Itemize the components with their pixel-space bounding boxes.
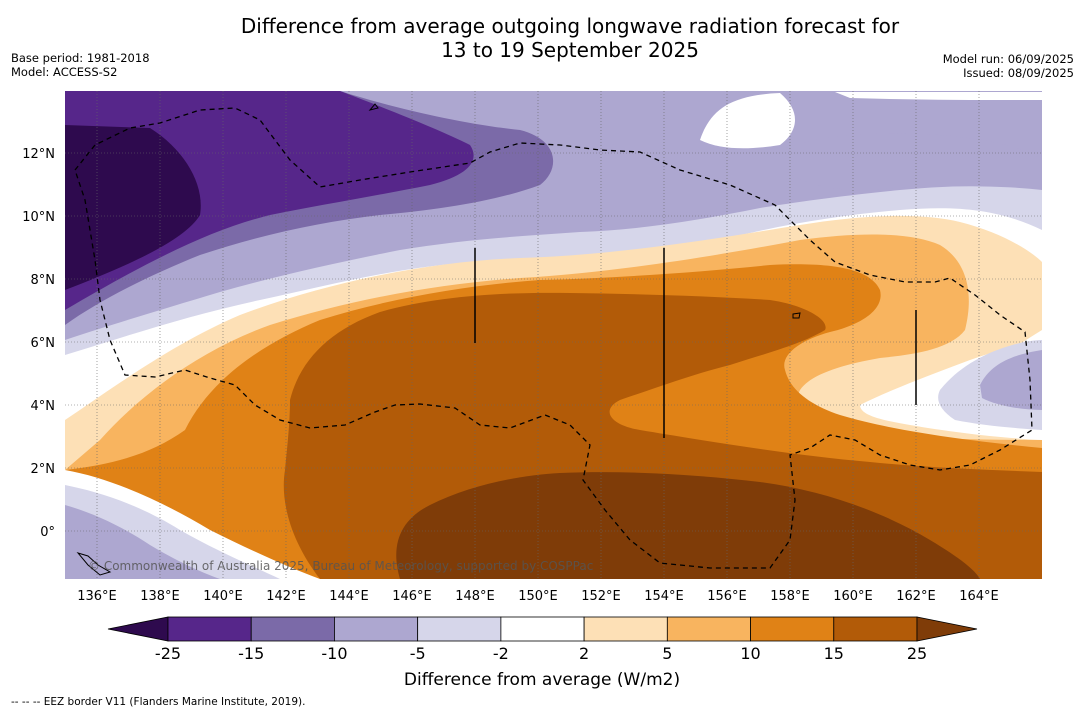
lat-label: 10°N: [22, 210, 55, 225]
gap-white-north: [700, 93, 795, 149]
colorbar-swatch: [250, 616, 335, 642]
lon-label: 162°E: [896, 589, 936, 604]
lat-label: 6°N: [31, 336, 56, 351]
lon-label: 136°E: [77, 589, 117, 604]
gap-white-north-2: [835, 92, 1042, 100]
island-outline: [368, 103, 379, 111]
colorbar-tick-label: 15: [824, 644, 844, 663]
model-name: Model: ACCESS-S2: [11, 65, 118, 79]
map-plot-area: © Commonwealth of Australia 2025, Bureau…: [65, 91, 1042, 579]
lon-label: 142°E: [266, 589, 306, 604]
title-line-2: 13 to 19 September 2025: [441, 38, 699, 62]
colorbar-tick-label: 10: [740, 644, 760, 663]
lat-label: 8°N: [31, 273, 56, 288]
colorbar-tick-label: -2: [493, 644, 509, 663]
lon-label: 154°E: [644, 589, 684, 604]
colorbar-extend-max: [916, 616, 978, 642]
colorbar-tick-label: 2: [579, 644, 589, 663]
longitude-labels: 136°E 138°E 140°E 142°E 144°E 146°E 148°…: [77, 589, 999, 604]
colorbar-swatch: [750, 616, 835, 642]
lat-label: 0°: [40, 525, 55, 540]
title-line-1: Difference from average outgoing longwav…: [240, 14, 900, 38]
latitude-labels: 0° 2°N 4°N 6°N 8°N 10°N 12°N: [22, 147, 55, 540]
lon-label: 156°E: [707, 589, 747, 604]
lat-label: 2°N: [31, 462, 56, 477]
band-minus10-east: [780, 133, 1042, 191]
band-plus25: [396, 472, 980, 579]
lat-label: 12°N: [22, 147, 55, 162]
island-outline: [792, 312, 801, 319]
colorbar-tick-label: -25: [155, 644, 181, 663]
colorbar-swatch: [334, 616, 419, 642]
colorbar-swatch: [167, 616, 252, 642]
lat-label: 4°N: [31, 399, 56, 414]
colorbar: -25 -15 -10 -5 -2 2 5 10 15 25: [107, 616, 978, 663]
eez-border: [74, 107, 1033, 569]
colorbar-title: Difference from average (W/m2): [404, 670, 680, 690]
lon-label: 140°E: [203, 589, 243, 604]
island-outline: [76, 552, 112, 576]
colorbar-swatch: [417, 616, 502, 642]
colorbar-tick-label: 25: [907, 644, 927, 663]
issued-date: Issued: 08/09/2025: [963, 66, 1074, 80]
colorbar-swatch: [666, 616, 751, 642]
colorbar-extend-min: [107, 616, 169, 642]
colorbar-tick-label: -15: [238, 644, 264, 663]
meta-right: Model run: 06/09/2025 Issued: 08/09/2025: [943, 52, 1074, 80]
colorbar-swatch: [833, 616, 918, 642]
lon-label: 144°E: [329, 589, 369, 604]
meta-left: Base period: 1981-2018 Model: ACCESS-S2: [11, 51, 150, 79]
band-minus10-east-pocket: [980, 350, 1042, 410]
band-minus25-core: [65, 125, 201, 290]
copyright-notice: © Commonwealth of Australia 2025, Bureau…: [88, 559, 593, 573]
lon-label: 146°E: [392, 589, 432, 604]
colorbar-tick-label: -5: [410, 644, 426, 663]
chart-title: Difference from average outgoing longwav…: [0, 14, 1085, 62]
colorbar-swatch: [583, 616, 668, 642]
colorbar-swatch: [500, 616, 585, 642]
eez-footnote: -- -- -- EEZ border V11 (Flanders Marine…: [11, 696, 306, 708]
band-minus10-south: [65, 505, 220, 579]
lon-label: 138°E: [140, 589, 180, 604]
lon-label: 152°E: [581, 589, 621, 604]
model-run: Model run: 06/09/2025: [942, 52, 1074, 66]
lon-label: 150°E: [518, 589, 558, 604]
colorbar-tick-label: 5: [662, 644, 672, 663]
base-period: Base period: 1981-2018: [11, 51, 150, 65]
graticule: [65, 91, 1042, 579]
lon-label: 160°E: [833, 589, 873, 604]
colorbar-tick-label: -10: [321, 644, 347, 663]
lon-label: 148°E: [455, 589, 495, 604]
lon-label: 164°E: [959, 589, 999, 604]
lon-label: 158°E: [770, 589, 810, 604]
